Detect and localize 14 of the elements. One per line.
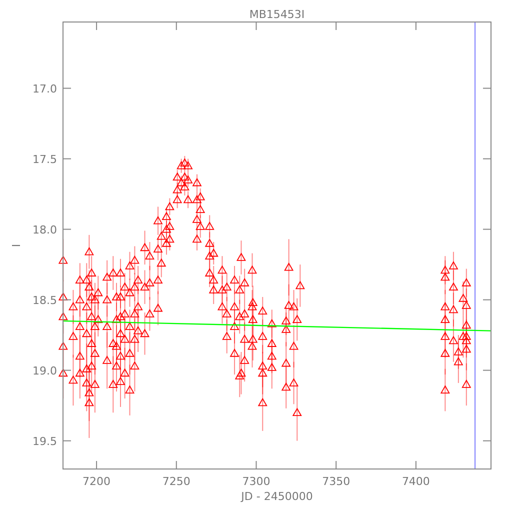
y-tick-label: 19.5 bbox=[32, 434, 57, 448]
x-tick-label: 7400 bbox=[402, 475, 430, 488]
y-tick-label: 17.5 bbox=[32, 152, 57, 166]
y-tick-label: 19.0 bbox=[32, 364, 57, 378]
x-tick-label: 7350 bbox=[322, 475, 350, 488]
y-tick-label: 17.0 bbox=[32, 82, 57, 96]
x-tick-label: 7250 bbox=[162, 475, 190, 488]
y-axis-title: I bbox=[10, 244, 23, 248]
x-tick-label: 7200 bbox=[82, 475, 111, 488]
chart-title: MB15453I bbox=[249, 8, 305, 21]
x-tick-label: 7300 bbox=[242, 475, 270, 488]
y-tick-label: 18.5 bbox=[32, 294, 57, 307]
x-axis-title: JD - 2450000 bbox=[240, 490, 313, 503]
y-tick-label: 18.0 bbox=[32, 223, 57, 236]
